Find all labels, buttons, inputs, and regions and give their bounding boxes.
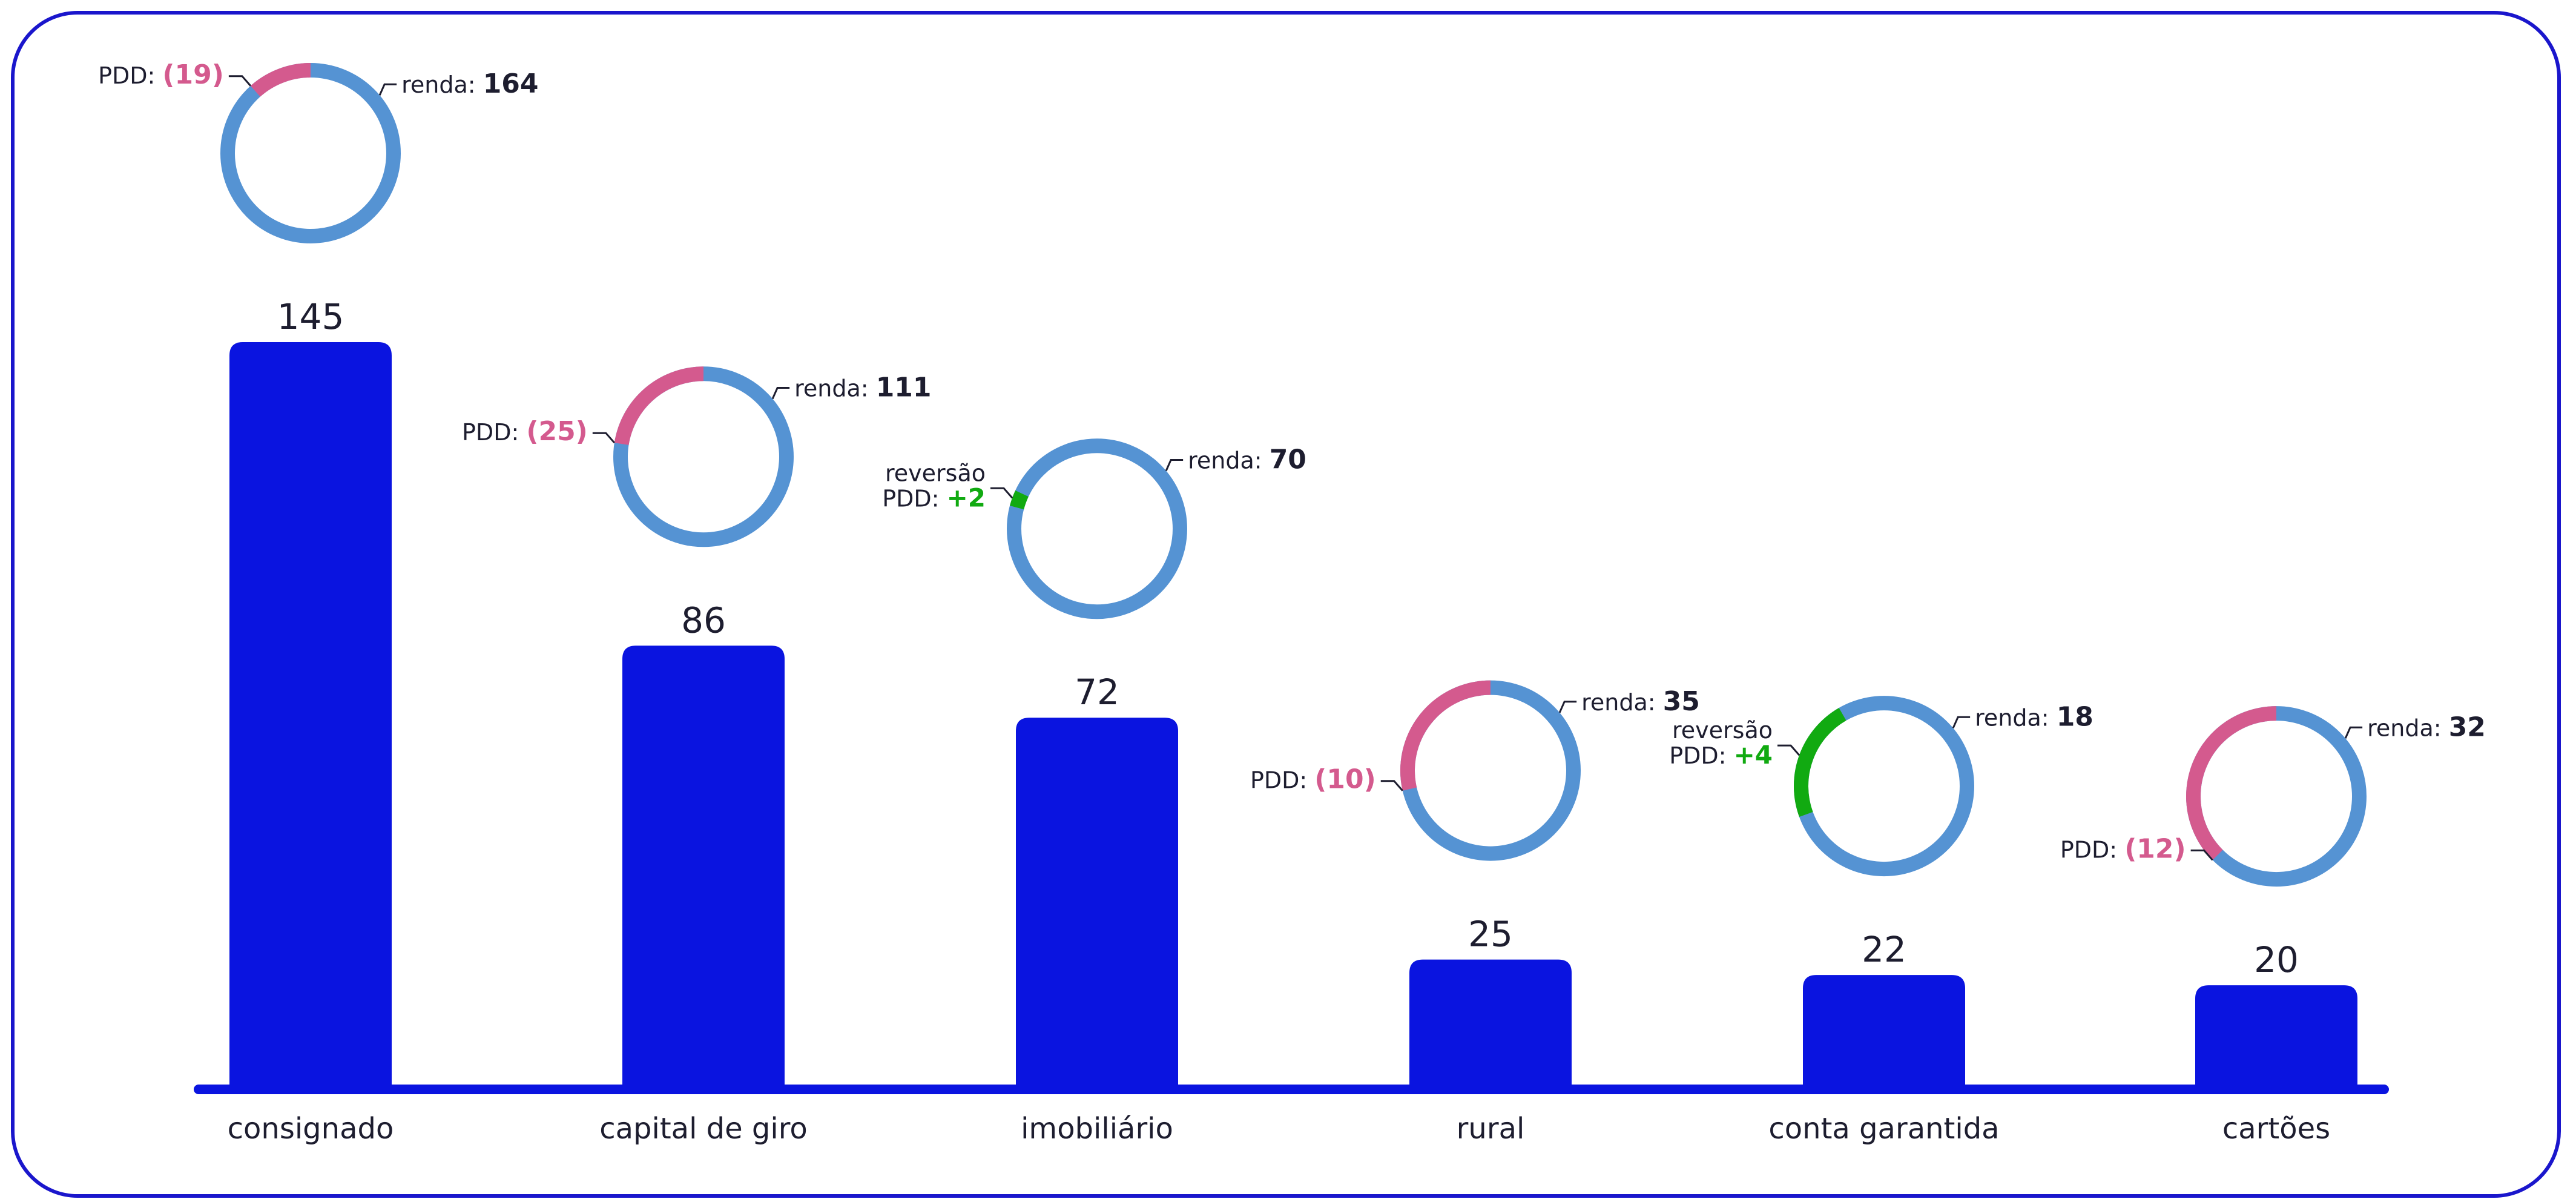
pdd-value: (19) [162,59,223,90]
renda-label-prefix: renda: [1581,689,1663,716]
pdd-label-prefix: PDD: [98,62,162,89]
bar-2 [1016,718,1178,1088]
bars-group [229,342,2357,1088]
pdd-label: PDD: (12) [2060,833,2186,864]
pdd-value: +4 [1734,740,1773,770]
renda-label: renda: 164 [401,68,538,99]
donut-0: renda: 164 PDD: (19) [98,59,539,243]
bar-value-label: 25 [1468,914,1513,955]
donut-1: renda: 111 PDD: (25) [462,366,932,547]
pdd-leader-line [2190,849,2213,861]
pdd-label: PDD: +4 [1669,740,1773,770]
renda-label-prefix: renda: [401,71,483,98]
pdd-arc [614,366,704,446]
renda-label-prefix: renda: [794,375,876,402]
pdd-leader-line [1380,780,1403,791]
bar-1 [622,646,785,1088]
category-label: capital de giro [599,1112,808,1146]
bar-3 [1409,959,1572,1088]
renda-ring [1007,438,1187,619]
renda-leader-line [1165,458,1184,472]
renda-ring [220,63,401,243]
renda-value: 32 [2449,712,2486,742]
bar-value-label: 72 [1075,672,1119,713]
value-labels-group: 145 86 72 25 22 20 [277,296,2299,980]
pdd-label-line1: reversão [1672,717,1773,744]
renda-label: renda: 35 [1581,686,1700,717]
pdd-value: +2 [947,483,986,512]
pdd-label-prefix: PDD: [882,485,946,512]
bar-0 [229,342,392,1088]
pdd-leader-line [228,75,251,87]
category-label: consignado [228,1112,394,1146]
donut-5: renda: 32 PDD: (12) [2060,706,2486,887]
renda-value: 70 [1270,444,1306,475]
category-labels-group: consignado capital de giro imobiliário rura… [228,1112,2330,1146]
pdd-label-prefix: PDD: [462,419,526,446]
renda-value: 111 [876,372,932,403]
pdd-leader-line [592,432,615,444]
renda-leader-line [1952,716,1971,728]
pdd-arc [1009,490,1029,510]
renda-value: 164 [483,68,539,99]
category-label: cartões [2222,1112,2330,1146]
chart-frame [11,11,2561,1198]
bar-value-label: 86 [681,599,726,641]
pdd-label-prefix: PDD: [2060,836,2124,863]
bar-5 [2195,985,2357,1088]
pdd-label-line1: reversão [885,460,986,486]
pdd-value: (10) [1314,764,1375,795]
pdd-label-prefix: PDD: [1250,767,1314,794]
bar-value-label: 145 [277,296,344,337]
renda-label: renda: 18 [1975,701,2093,732]
renda-value: 18 [2057,701,2093,732]
pdd-label: PDD: +2 [882,483,986,512]
renda-label-prefix: renda: [1188,447,1270,474]
bar-value-label: 22 [1862,929,1906,970]
pdd-arc [1400,680,1491,791]
pdd-leader-line [990,487,1013,499]
renda-leader-line [771,387,790,400]
renda-value: 35 [1663,686,1700,717]
pdd-label: PDD: (25) [462,416,588,447]
category-label: rural [1457,1112,1525,1146]
category-label: imobiliário [1021,1112,1173,1146]
renda-leader-line [378,83,397,96]
pdd-value: (25) [526,416,587,447]
donut-3: renda: 35 PDD: (10) [1250,680,1700,861]
pdd-label: PDD: (19) [98,59,224,90]
bar-4 [1803,975,1965,1088]
pdd-leader-line [1777,744,1800,756]
renda-leader-line [1558,701,1577,713]
renda-label: renda: 111 [794,372,931,403]
renda-leader-line [2344,726,2363,739]
bar-value-label: 20 [2254,939,2299,980]
renda-label-prefix: renda: [1975,704,2057,731]
pdd-label-prefix: PDD: [1669,742,1733,769]
renda-label: renda: 32 [2367,712,2486,742]
renda-label: renda: 70 [1188,444,1306,475]
pdd-arc [2186,706,2277,860]
pdd-value: (12) [2124,833,2186,864]
pdd-arc [1794,708,1846,817]
pdd-arc [250,63,311,97]
pdd-label: PDD: (10) [1250,764,1376,795]
category-label: conta garantida [1768,1112,1999,1146]
renda-label-prefix: renda: [2367,715,2449,741]
